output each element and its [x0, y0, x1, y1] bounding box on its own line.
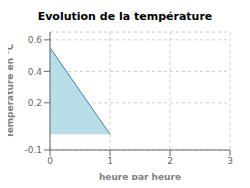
- svg-text:0.4: 0.4: [28, 67, 43, 77]
- svg-text:2: 2: [167, 156, 173, 166]
- svg-text:1: 1: [107, 156, 113, 166]
- svg-text:Température en °C: Température en °C: [8, 43, 15, 138]
- svg-text:0: 0: [47, 156, 53, 166]
- svg-text:heure par heure: heure par heure: [99, 172, 181, 180]
- html-text:Evolution de la température: Evolution de la température: [37, 10, 213, 23]
- svg-text:3: 3: [227, 156, 233, 166]
- svg-text:0.2: 0.2: [28, 98, 42, 108]
- svg-text:-0.1: -0.1: [24, 145, 42, 155]
- svg-text:0.6: 0.6: [28, 35, 43, 45]
